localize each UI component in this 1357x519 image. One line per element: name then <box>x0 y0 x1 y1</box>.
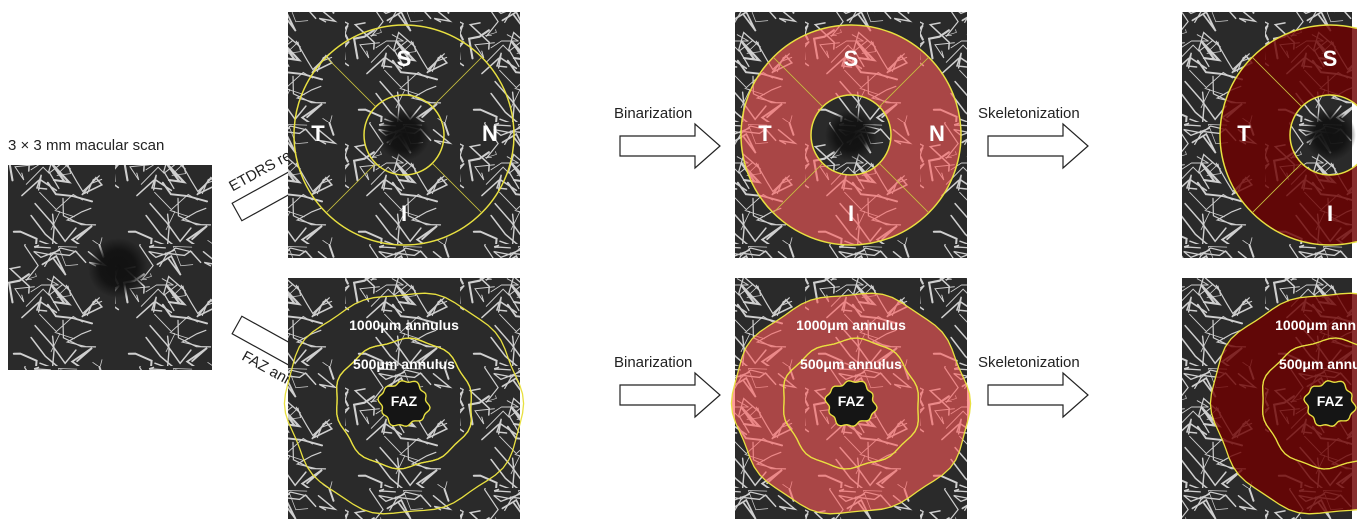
region-label: I <box>1327 201 1333 226</box>
step-arrow: Binarization <box>614 105 720 168</box>
region-label: S <box>1323 46 1338 71</box>
region-label: T <box>1237 121 1251 146</box>
arrow <box>988 124 1088 168</box>
region-label: S <box>844 46 859 71</box>
figure: 3 × 3 mm macular scan ETDRS regions FAZ … <box>0 0 1357 519</box>
region-label: I <box>848 201 854 226</box>
step-arrow: Binarization <box>614 354 720 417</box>
oct-panel: 1000μm annulus 500μm annulus FAZ <box>1182 278 1357 519</box>
faz-label: FAZ <box>838 393 865 409</box>
step-arrow: Skeletonization <box>978 105 1088 168</box>
region-label: T <box>758 121 772 146</box>
region-label: N <box>929 121 945 146</box>
faz <box>378 109 430 161</box>
region-label: S <box>397 46 412 71</box>
annulus-label: 1000μm annulus <box>796 317 906 333</box>
faz <box>1304 109 1356 161</box>
step-label: Binarization <box>614 105 692 122</box>
arrow <box>620 373 720 417</box>
region-label: I <box>401 201 407 226</box>
step-label: Skeletonization <box>978 354 1080 371</box>
source-image <box>8 165 212 370</box>
arrow <box>620 124 720 168</box>
step-label: Skeletonization <box>978 105 1080 122</box>
annulus-label: 1000μm annulus <box>349 317 459 333</box>
step-label: Binarization <box>614 354 692 371</box>
arrow <box>988 373 1088 417</box>
oct-panel: S T N I <box>735 12 967 258</box>
annulus-label: 1000μm annulus <box>1275 317 1357 333</box>
region-label: N <box>482 121 498 146</box>
annulus-label: 500μm annulus <box>353 356 455 372</box>
faz <box>825 109 877 161</box>
oct-panel: S T N I <box>288 12 520 258</box>
step-arrow: Skeletonization <box>978 354 1088 417</box>
oct-panel: 1000μm annulus 500μm annulus FAZ <box>284 278 523 519</box>
faz-label: FAZ <box>1317 393 1344 409</box>
oct-panel: 1000μm annulus 500μm annulus FAZ <box>731 278 970 519</box>
faz-label: FAZ <box>391 393 418 409</box>
annulus-label: 500μm annulus <box>1279 356 1357 372</box>
source-label: 3 × 3 mm macular scan <box>8 137 164 154</box>
annulus-label: 500μm annulus <box>800 356 902 372</box>
region-label: T <box>311 121 325 146</box>
